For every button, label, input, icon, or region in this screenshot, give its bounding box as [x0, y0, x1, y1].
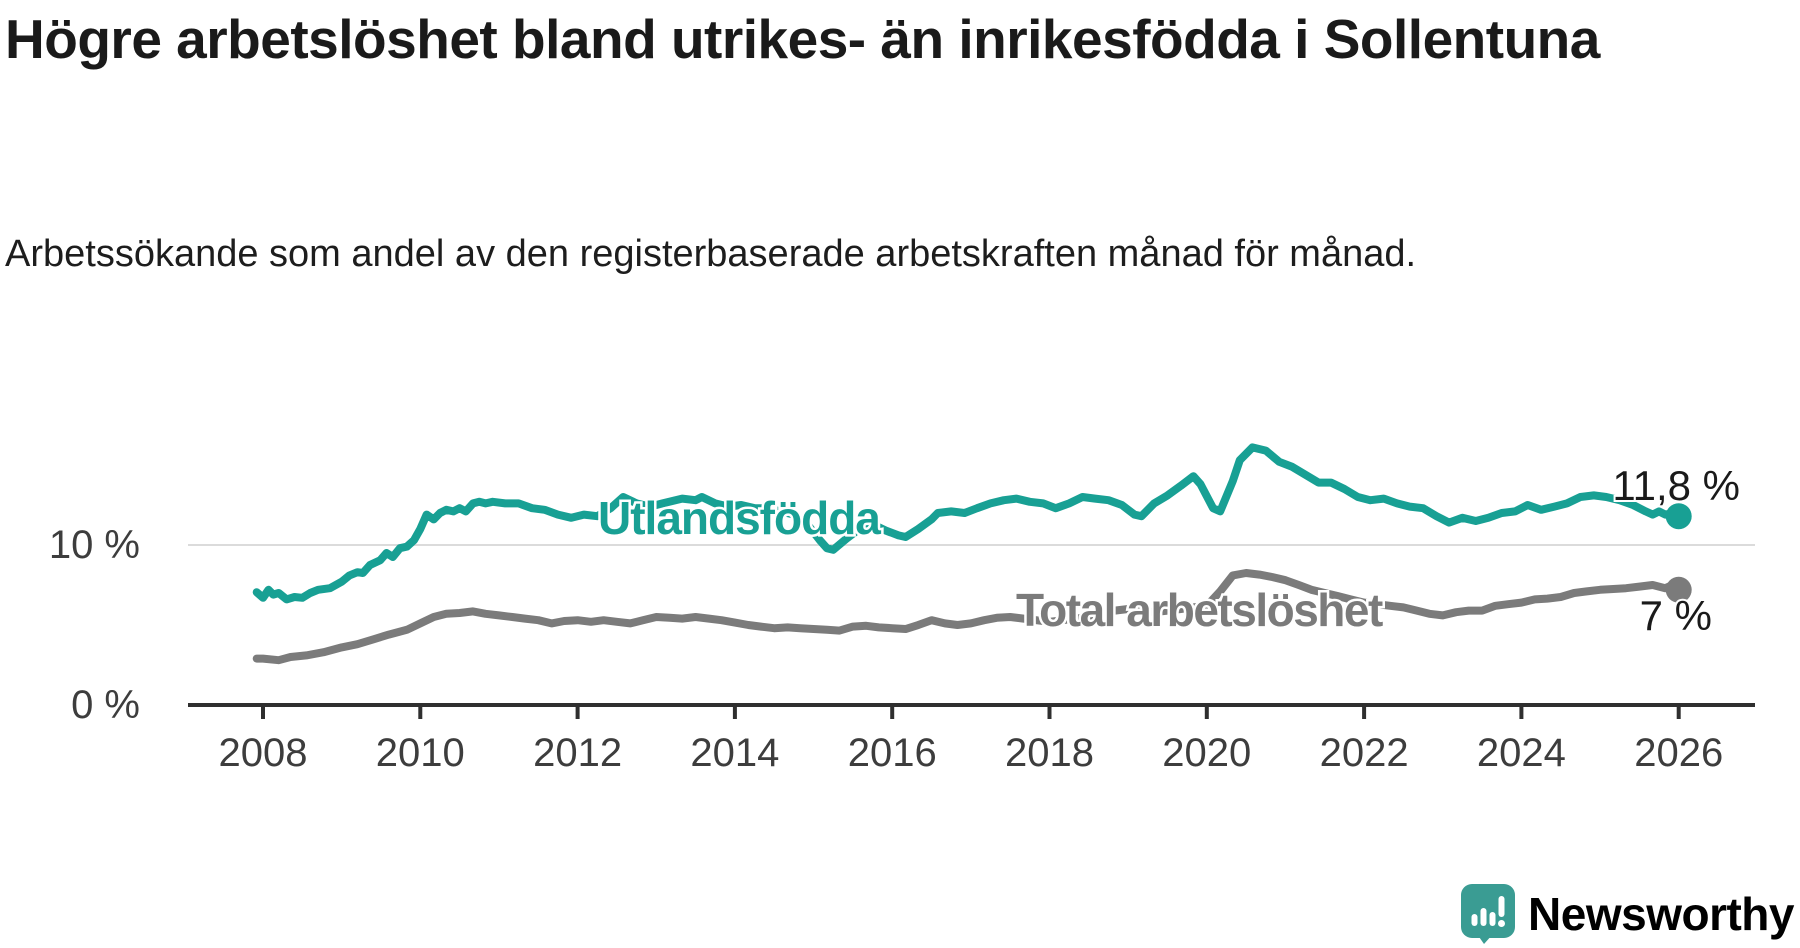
series-end-dot-0	[1665, 503, 1692, 530]
x-tick-label-2018: 2018	[1005, 731, 1094, 775]
end-value-label-utlandsfodda: 11,8 %	[1612, 462, 1740, 509]
x-tick-label-2010: 2010	[376, 731, 465, 775]
x-tick-label-2008: 2008	[219, 731, 308, 775]
series-end-dots	[1665, 503, 1692, 603]
x-tick-label-2014: 2014	[690, 731, 779, 775]
series-line-0	[252, 443, 1683, 604]
page-subtitle: Arbetssökande som andel av den registerb…	[5, 233, 1417, 275]
x-tick-label-2020: 2020	[1162, 731, 1251, 775]
x-axis	[188, 703, 1755, 719]
x-tick-label-2022: 2022	[1320, 731, 1409, 775]
y-tick-label-0: 0 %	[71, 683, 140, 727]
newsworthy-logo: Newsworthy	[1461, 884, 1794, 944]
x-tick-label-2016: 2016	[848, 731, 937, 775]
x-axis-labels: 2008 2010 2012 2014 2016 2018 2020 2022 2024 2026	[219, 731, 1724, 775]
series-line-1	[252, 569, 1683, 665]
end-value-label-total: 7 %	[1640, 592, 1712, 639]
brand-name: Newsworthy	[1528, 888, 1794, 940]
x-tick-label-2012: 2012	[533, 731, 622, 775]
x-tick-label-2026: 2026	[1634, 731, 1723, 775]
page-title: Högre arbetslöshet bland utrikes- än inr…	[5, 8, 1600, 70]
series-label-utlandsfodda: Utlandsfödda	[598, 492, 881, 544]
series-label-total-arbetsloshet: Total arbetslöshet	[1016, 584, 1383, 636]
series-lines	[252, 443, 1683, 665]
y-axis-labels: 0 % 10 %	[49, 523, 140, 727]
x-tick-label-2024: 2024	[1477, 731, 1566, 775]
y-tick-label-10: 10 %	[49, 523, 140, 567]
newsworthy-bubble-icon	[1461, 884, 1516, 944]
series-end-dot-1	[1665, 576, 1692, 603]
